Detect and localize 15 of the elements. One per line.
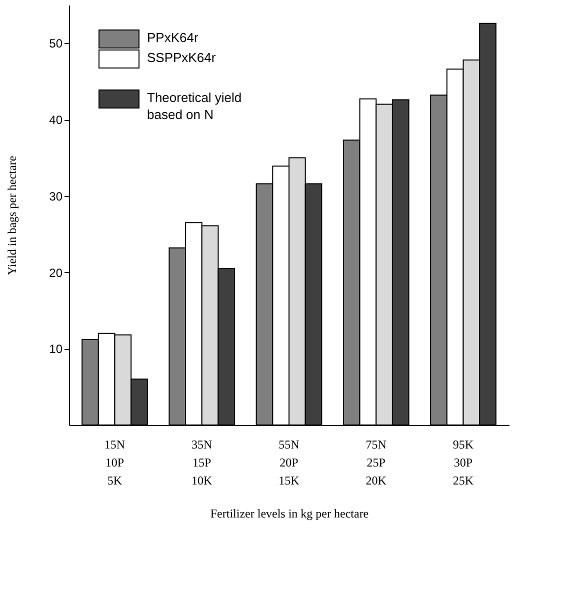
x-tick-label: 55N 20P 15K bbox=[278, 438, 300, 488]
x-tick-label: 75N 25P 20K bbox=[366, 438, 387, 488]
x-tick-label: 35N 15P 10K bbox=[192, 438, 213, 488]
legend-label: SSPPxK64r bbox=[147, 50, 216, 65]
y-tick-label: 20 bbox=[49, 266, 63, 280]
legend-label: PPxK64r bbox=[147, 30, 199, 45]
legend-label: Theoretical yield based on N bbox=[147, 90, 242, 122]
x-tick-label: 15N 10P 5K bbox=[104, 438, 126, 488]
y-tick-label: 30 bbox=[49, 189, 63, 204]
y-tick-label: 40 bbox=[49, 113, 63, 128]
x-tick-label: 95K 30P 25K bbox=[452, 438, 474, 488]
y-tick-label: 10 bbox=[49, 342, 63, 356]
x-axis-title: Fertilizer levels in kg per hectare bbox=[210, 506, 369, 520]
y-tick-label: 50 bbox=[49, 36, 63, 51]
y-axis-title: Yield in bags per hectare bbox=[5, 156, 20, 276]
